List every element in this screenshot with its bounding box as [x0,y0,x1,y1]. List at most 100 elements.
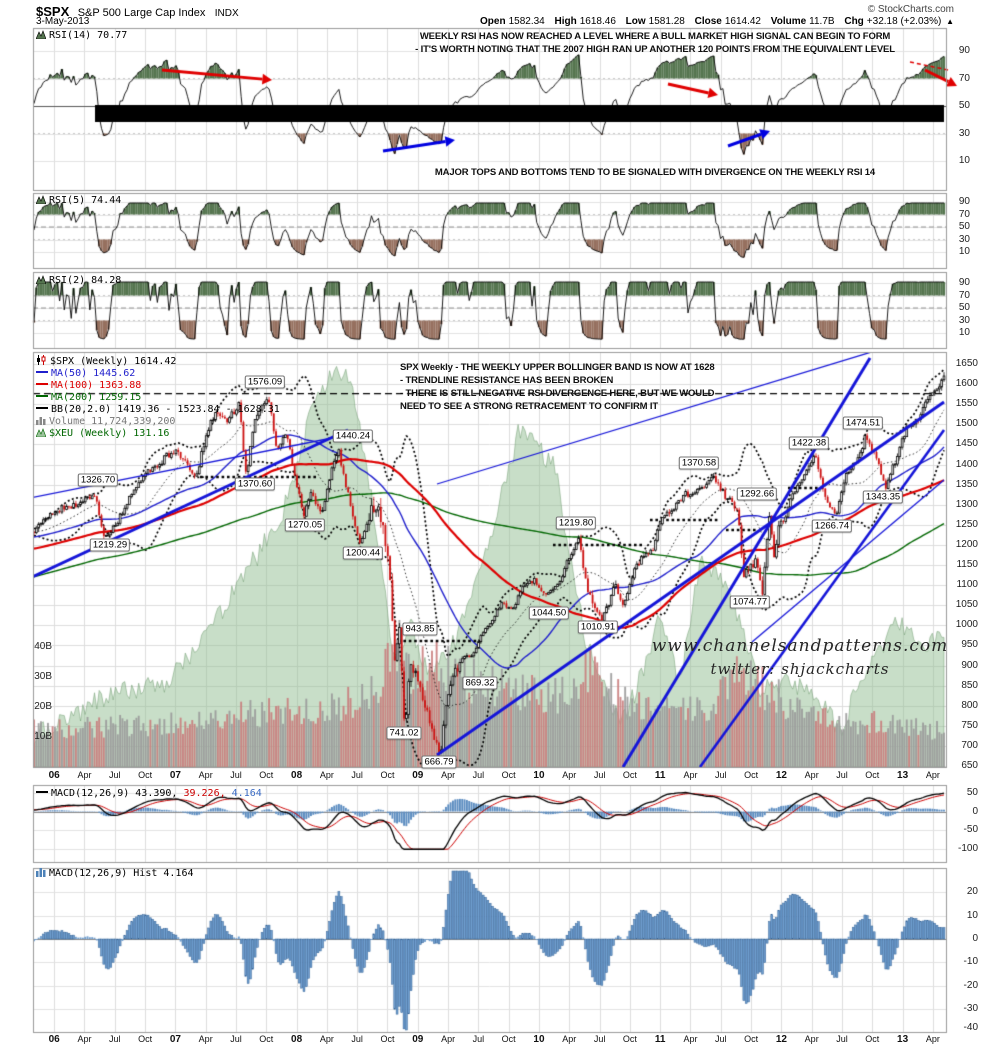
price-axis-tick: 1450 [955,438,978,450]
x-axis-label: Oct [865,770,880,780]
histogram-icon [36,867,46,880]
main-annotation-line2: - TRENDLINE RESISTANCE HAS BEEN BROKEN [400,375,614,386]
rsi14-legend: RSI(14) 70.77 [35,30,128,42]
macd-axis-tick: -50 [963,824,978,835]
rsi14-label: RSI(14) 70.77 [49,30,128,41]
rsi14-axis-tick: 90 [958,45,970,56]
main-annotation-line1: SPX Weekly - THE WEEKLY UPPER BOLLINGER … [400,362,715,373]
x-axis-label: 12 [775,770,787,781]
x-axis-label: Oct [380,1034,395,1044]
price-callout: 1074.77 [729,595,771,609]
x-axis-label: Oct [501,770,516,780]
line-icon [36,371,48,373]
price-axis-tick: 1200 [955,538,978,550]
rsi5-axis-tick: 90 [958,196,970,207]
x-axis-label: Apr [198,770,213,780]
line-icon [36,791,48,793]
x-axis-label: 06 [48,770,60,781]
rsi14-annotation-bottom: MAJOR TOPS AND BOTTOMS TEND TO BE SIGNAL… [434,167,876,178]
x-axis-label: Jul [836,1034,848,1044]
x-axis-label: Apr [683,1034,698,1044]
chart-date: 3-May-2013 [36,16,90,27]
x-axis-label: Oct [865,1034,880,1044]
copyright: © StockCharts.com [867,4,954,15]
x-axis-label: Apr [441,770,456,780]
price-callout: 943.85 [402,622,438,636]
hist-axis-tick: -10 [963,956,978,968]
price-callout: 666.79 [421,755,457,769]
x-axis-label: Apr [925,1034,940,1044]
macd-legend: MACD(12,26,9) 43.390, 39.226, 4.164 [36,788,262,799]
x-axis-label: Oct [259,1034,274,1044]
price-axis-tick: 1100 [956,579,978,591]
x-axis-label: Jul [351,1034,363,1044]
price-axis-tick: 1600 [955,378,978,390]
macd-hist-legend: MACD(12,26,9) Hist 4.164 [36,867,194,880]
x-axis-label: 11 [654,770,666,781]
rsi2-axis-tick: 30 [958,314,970,326]
price-axis-tick: 700 [961,739,978,751]
open-label: Open [480,16,506,27]
x-axis-label: Apr [562,1034,577,1044]
price-axis-tick: 800 [961,699,978,711]
rsi5-axis-tick: 10 [958,246,970,257]
watermark-twitter: twitter: shjackcharts [710,660,890,678]
price-callout: 1343.35 [862,490,904,504]
rsi-area-icon [35,30,47,42]
hist-axis-tick: 0 [972,933,978,944]
volume-label: Volume [770,16,807,27]
rsi2-axis-tick: 90 [958,277,970,288]
rsi5-label: RSI(5) 74.44 [49,195,122,206]
volume-axis-tick: 40B [34,641,52,652]
rsi2-label: RSI(2) 84.28 [49,275,122,286]
rsi5-axis-tick: 70 [958,208,970,220]
price-axis-tick: 1250 [955,518,978,530]
price-axis-tick: 650 [961,760,978,771]
quote-strip: Open 1582.34 High 1618.46 Low 1581.28 Close… [473,16,954,27]
x-axis-label: Jul [472,1034,485,1044]
x-axis-label: 09 [412,1034,424,1045]
rsi5-axis-tick: 30 [958,233,970,245]
line-icon [36,383,48,385]
x-axis-label: Oct [380,770,395,780]
price-callout: 1266.74 [811,519,853,533]
price-axis-tick: 1050 [955,599,978,611]
x-axis-label: 12 [775,1034,787,1045]
x-axis-label: Jul [109,1034,121,1044]
x-axis-label: Oct [501,1034,516,1044]
price-callout: 1440.24 [332,429,374,443]
high-label: High [554,16,577,27]
rsi14-annotation-line1: WEEKLY RSI HAS NOW REACHED A LEVEL WHERE… [419,31,891,42]
watermark-url: www.channelsandpatterns.com [651,636,949,656]
price-callout: 1200.44 [342,546,384,560]
x-axis-label: Apr [804,770,819,780]
x-axis-label: Jul [715,770,727,780]
line-icon [36,395,48,397]
price-callout: 1474.51 [842,416,884,430]
price-axis-tick: 1550 [955,398,978,410]
legend-volume: Volume 11,724,339,200 [36,416,175,428]
price-callout: 1576.09 [244,375,286,389]
legend-ma50: MA(50) 1445.62 [36,368,135,379]
price-callout: 1422.38 [788,436,830,450]
legend-xeu: $XEU (Weekly) 131.16 [35,428,169,440]
price-axis-tick: 950 [961,639,978,651]
x-axis-label: Apr [319,770,334,780]
x-axis-label: 07 [169,770,181,781]
x-axis-label: Apr [198,1034,213,1044]
rsi2-axis-tick: 10 [958,327,970,338]
legend-ma100: MA(100) 1363.88 [36,380,141,391]
price-axis-tick: 1650 [955,358,978,369]
x-axis-label: Oct [744,1034,759,1044]
rsi14-axis-tick: 10 [958,155,970,166]
rsi-area-icon [35,195,47,207]
quote-row: 3-May-2013 Open 1582.34 High 1618.46 Low 15… [36,16,954,27]
price-axis-tick: 1300 [955,498,978,510]
price-axis-tick: 1000 [955,619,978,631]
x-axis-label: Jul [715,1034,727,1044]
rsi2-axis-tick: 50 [958,302,970,313]
price-callout: 1270.05 [284,518,326,532]
open-value: 1582.34 [508,16,545,27]
x-axis-label: 11 [654,1034,666,1045]
